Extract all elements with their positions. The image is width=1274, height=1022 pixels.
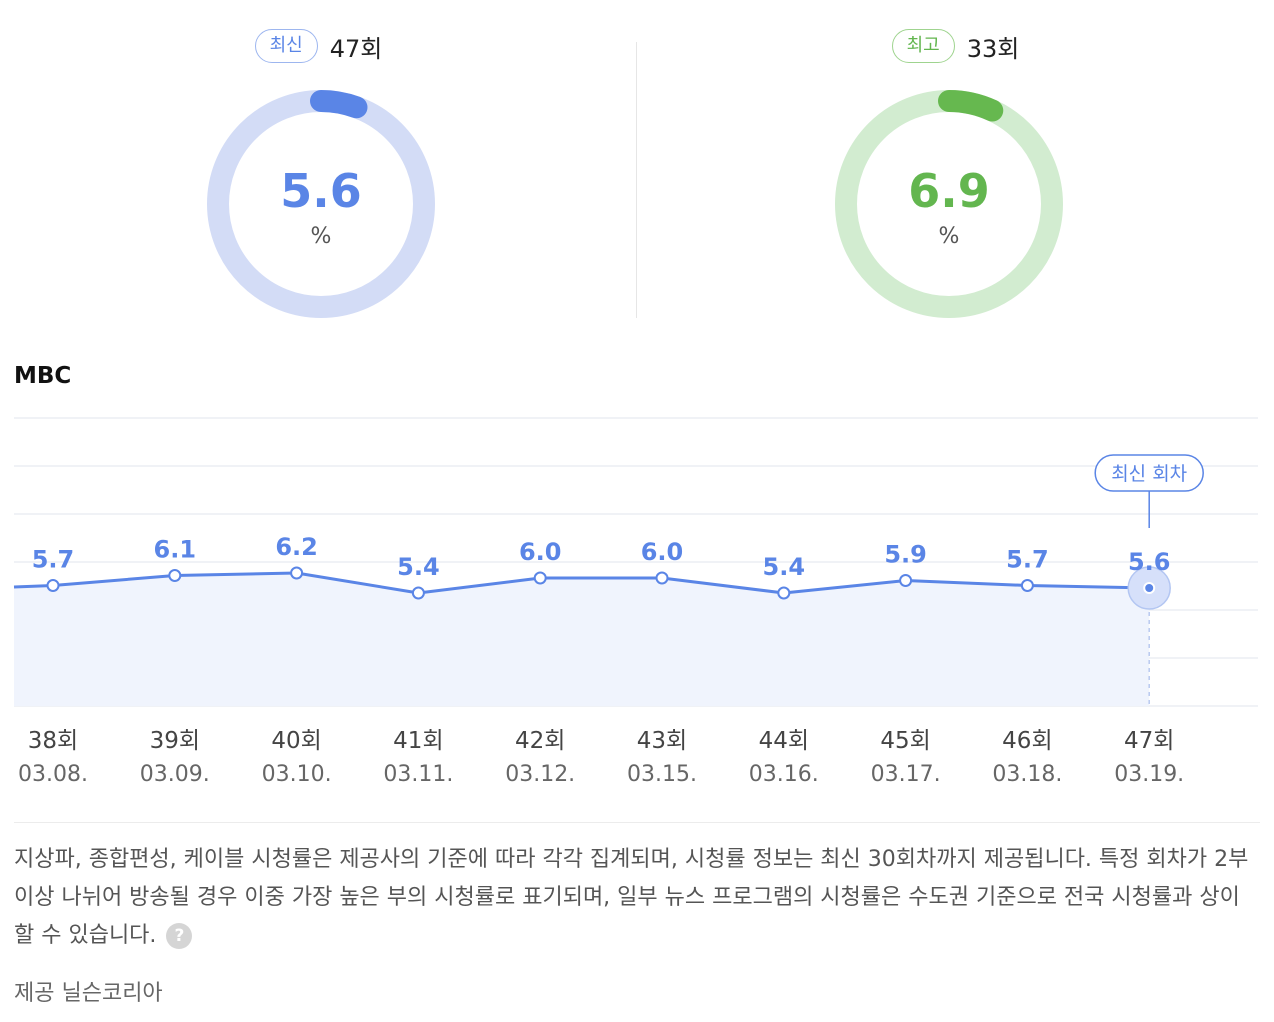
latest-rating-value: 5.6 xyxy=(280,164,362,218)
summary-divider xyxy=(636,42,637,318)
latest-badge: 최신 xyxy=(254,29,318,63)
x-date-label: 03.12. xyxy=(505,762,575,787)
rating-notes: 지상파, 종합편성, 케이블 시청률은 제공사의 기준에 따라 각각 집계되며,… xyxy=(14,822,1260,955)
x-date-label: 03.15. xyxy=(627,762,697,787)
data-label: 6.2 xyxy=(275,533,318,561)
best-rating-card: 최고 33회 6.9 % xyxy=(637,0,1274,330)
best-rating-unit: % xyxy=(938,224,960,249)
data-label: 6.0 xyxy=(641,538,684,566)
data-point xyxy=(411,586,425,600)
best-rating-value: 6.9 xyxy=(908,164,990,218)
callout-box xyxy=(1094,454,1204,492)
latest-ring-gauge: 5.6 % xyxy=(207,90,435,318)
data-label: 5.6 xyxy=(1128,548,1171,576)
data-label: 5.7 xyxy=(1006,546,1049,574)
data-point xyxy=(533,571,547,585)
data-point xyxy=(1020,579,1034,592)
data-point xyxy=(899,574,913,587)
data-label: 5.4 xyxy=(397,553,440,581)
x-date-label: 03.11. xyxy=(383,762,453,787)
data-point xyxy=(290,566,304,580)
chart-area xyxy=(14,573,1150,706)
x-date-label: 03.19. xyxy=(1114,762,1184,787)
data-point xyxy=(1143,582,1156,594)
latest-header: 최신 47회 xyxy=(0,28,637,64)
x-tick-label: 43회 xyxy=(637,728,687,754)
x-tick-label: 45회 xyxy=(880,728,930,754)
help-icon[interactable]: ? xyxy=(166,923,193,949)
x-date-label: 03.17. xyxy=(871,762,941,787)
callout-label: 최신 회차 xyxy=(1111,463,1187,485)
data-point xyxy=(46,579,60,592)
x-tick-label: 47회 xyxy=(1124,728,1174,754)
data-label: 6.1 xyxy=(154,536,197,564)
best-ring-progress xyxy=(938,90,1004,122)
x-date-label: 03.09. xyxy=(140,762,210,787)
data-point xyxy=(168,569,182,582)
data-label: 5.7 xyxy=(32,546,75,574)
rating-line-chart: 최신 회차 5.7 38회 03.08. 6.1 39회 03.09. 6.2 40회 03.10… xyxy=(13,417,1258,787)
x-date-label: 03.08. xyxy=(18,762,88,787)
latest-rating-unit: % xyxy=(310,224,332,249)
channel-name: MBC xyxy=(14,363,72,389)
x-date-label: 03.16. xyxy=(749,762,819,787)
x-tick-label: 41회 xyxy=(393,728,443,754)
data-point xyxy=(777,586,791,600)
x-tick-label: 40회 xyxy=(271,728,321,754)
data-provider: 제공 닐슨코리아 xyxy=(14,981,163,1006)
rating-summary: 최신 47회 5.6 % 최고 33회 6.9 % xyxy=(0,0,1274,330)
latest-ring-progress xyxy=(310,90,368,119)
notes-paragraph: 지상파, 종합편성, 케이블 시청률은 제공사의 기준에 따라 각각 집계되며,… xyxy=(14,841,1260,955)
x-tick-label: 39회 xyxy=(150,728,200,754)
best-header: 최고 33회 xyxy=(637,28,1274,64)
x-tick-label: 44회 xyxy=(759,728,809,754)
x-date-label: 03.10. xyxy=(262,762,332,787)
data-label: 5.9 xyxy=(884,541,927,569)
latest-episode: 47회 xyxy=(329,34,383,63)
best-badge: 최고 xyxy=(891,29,955,63)
data-label: 6.0 xyxy=(519,538,562,566)
best-episode: 33회 xyxy=(966,34,1020,63)
latest-rating-card: 최신 47회 5.6 % xyxy=(0,0,637,330)
x-tick-label: 42회 xyxy=(515,728,565,754)
x-tick-label: 38회 xyxy=(28,728,78,754)
notes-text: 지상파, 종합편성, 케이블 시청률은 제공사의 기준에 따라 각각 집계되며,… xyxy=(14,847,1249,948)
data-point xyxy=(655,571,669,585)
best-ring-gauge: 6.9 % xyxy=(835,90,1063,318)
x-tick-label: 46회 xyxy=(1002,728,1052,754)
x-date-label: 03.18. xyxy=(992,762,1062,787)
data-label: 5.4 xyxy=(763,553,806,581)
